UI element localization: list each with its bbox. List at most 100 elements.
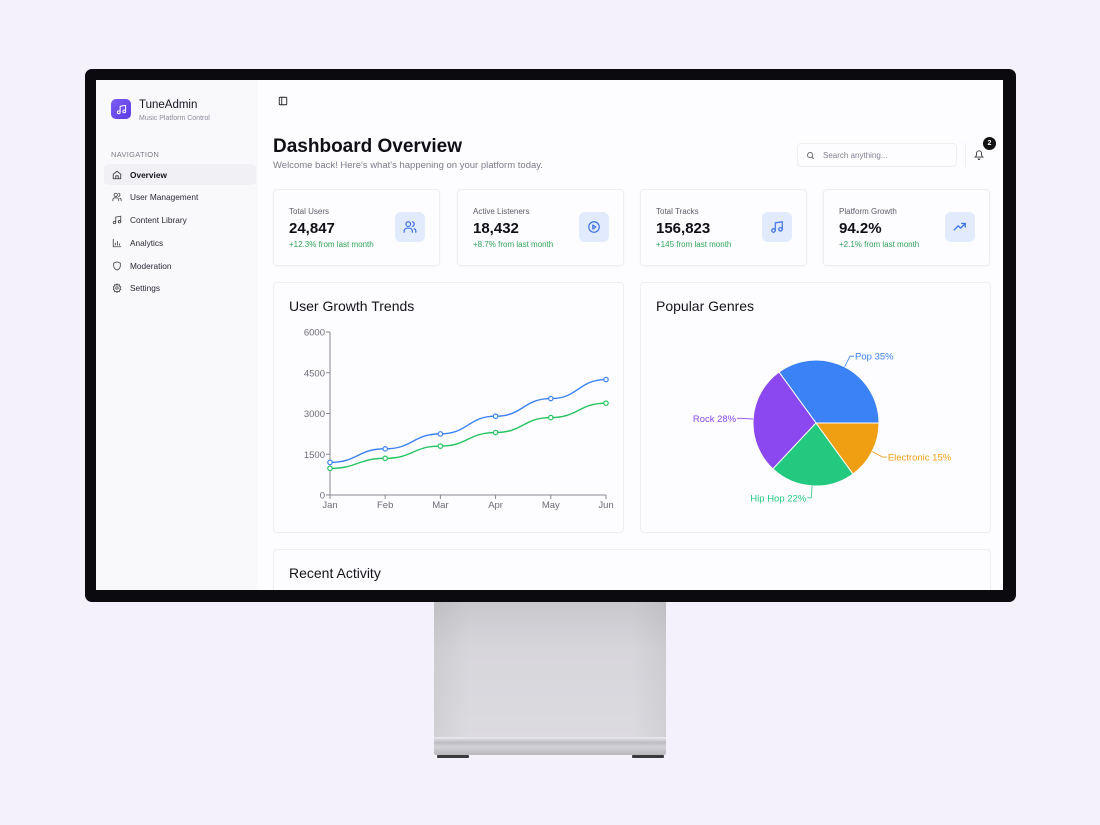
music-icon [112, 215, 122, 225]
sidebar-nav: Overview User Management Content Library… [104, 164, 256, 301]
recent-activity-card: Recent Activity [273, 549, 991, 590]
app-subtitle: Music Platform Control [139, 115, 210, 122]
sidebar-item-label: Overview [130, 169, 167, 180]
sidebar-item-content-library[interactable]: Content Library [104, 210, 256, 231]
svg-text:Jun: Jun [598, 500, 613, 511]
data-point[interactable] [382, 455, 389, 462]
app-screen: TuneAdmin Music Platform Control NAVIGAT… [96, 80, 1003, 590]
pie-slice-rock[interactable]: Rock 28% [693, 371, 817, 470]
bar-chart-icon [112, 238, 122, 248]
svg-text:1500: 1500 [304, 450, 325, 461]
user-growth-line-chart: 0 1500 3000 4500 6000 Jan Feb Mar Apr May Jun [304, 328, 614, 512]
sidebar-item-overview[interactable]: Overview [104, 164, 256, 185]
svg-text:Jan: Jan [322, 500, 337, 511]
stat-delta: +2.1% from last month [839, 240, 920, 249]
data-point[interactable] [492, 429, 499, 436]
pie-slice-pop[interactable]: Pop 35% [778, 352, 894, 424]
sidebar-item-analytics[interactable]: Analytics [104, 232, 256, 253]
svg-text:Hip Hop 22%: Hip Hop 22% [750, 493, 807, 504]
sidebar-item-label: Settings [130, 283, 160, 294]
users-icon [395, 212, 425, 242]
data-point[interactable] [603, 400, 609, 406]
data-point[interactable] [603, 376, 609, 383]
card-title: User Growth Trends [289, 298, 415, 314]
home-icon [112, 170, 122, 180]
sidebar-toggle-button[interactable] [277, 95, 289, 107]
bell-icon [973, 150, 984, 160]
data-point[interactable] [327, 459, 333, 466]
nav-section-label: NAVIGATION [111, 150, 160, 159]
svg-text:0: 0 [320, 491, 325, 502]
monitor-stand-base [434, 737, 666, 755]
svg-text:Rock 28%: Rock 28% [693, 414, 737, 425]
stat-delta: +145 from last month [656, 240, 732, 249]
data-point[interactable] [547, 414, 554, 421]
monitor-foot-right [632, 755, 664, 758]
music-note-icon [111, 99, 131, 119]
monitor-stand [434, 602, 666, 740]
user-growth-card: User Growth Trends 0 1500 3000 4500 6000 Jan F… [273, 282, 624, 533]
notifications-button[interactable] [965, 143, 991, 167]
data-point[interactable] [327, 465, 333, 472]
search-icon [807, 151, 814, 159]
sidebar-item-label: Analytics [130, 237, 164, 248]
panel-left-icon [278, 96, 288, 106]
stat-value: 156,823 [656, 220, 711, 237]
svg-text:Feb: Feb [377, 500, 393, 511]
trending-up-icon [945, 212, 975, 242]
monitor-foot-left [437, 755, 469, 758]
sidebar-item-label: User Management [130, 192, 199, 203]
shield-icon [112, 261, 122, 271]
sidebar-item-user-management[interactable]: User Management [104, 187, 256, 208]
search-box[interactable] [797, 143, 957, 167]
sidebar-item-settings[interactable]: Settings [104, 278, 256, 299]
stat-label: Platform Growth [839, 207, 897, 216]
svg-text:Apr: Apr [488, 500, 503, 511]
stat-delta: +8.7% from last month [473, 240, 554, 249]
line-series-1 [327, 376, 609, 466]
svg-text:May: May [542, 500, 560, 511]
data-point[interactable] [382, 446, 389, 452]
data-point[interactable] [437, 443, 444, 449]
notification-badge: 2 [983, 137, 996, 150]
page-subtitle: Welcome back! Here's what's happening on… [273, 160, 543, 171]
sidebar-item-label: Content Library [130, 215, 187, 226]
page-title: Dashboard Overview [273, 136, 463, 157]
app-name: TuneAdmin [139, 99, 198, 111]
card-title: Popular Genres [656, 298, 755, 314]
stat-label: Total Tracks [656, 207, 699, 216]
chart-axes: 0 1500 3000 4500 6000 Jan Feb Mar Apr May Jun [304, 328, 614, 512]
popular-genres-card: Popular Genres Pop 35% Rock 28% Hip Hop 22… [640, 282, 991, 533]
svg-text:3000: 3000 [304, 409, 325, 420]
stat-card-total-tracks: Total Tracks 156,823 +145 from last mont… [640, 189, 807, 266]
svg-text:6000: 6000 [304, 328, 325, 339]
main-content: Dashboard Overview Welcome back! Here's … [258, 80, 1003, 590]
sidebar-item-moderation[interactable]: Moderation [104, 255, 256, 276]
svg-text:4500: 4500 [304, 368, 325, 379]
stat-card-platform-growth: Platform Growth 94.2% +2.1% from last mo… [823, 189, 990, 266]
line-series-2 [327, 400, 609, 472]
stat-delta: +12.3% from last month [289, 240, 374, 249]
brand[interactable]: TuneAdmin Music Platform Control [111, 99, 210, 122]
stat-label: Total Users [289, 207, 330, 216]
music-icon [762, 212, 792, 242]
svg-text:Pop 35%: Pop 35% [855, 352, 894, 363]
data-point[interactable] [492, 413, 499, 420]
stat-card-total-users: Total Users 24,847 +12.3% from last mont… [273, 189, 440, 266]
popular-genres-pie-chart: Pop 35% Rock 28% Hip Hop 22% Electronic 15% [693, 352, 952, 505]
pie-slice-hip-hop[interactable]: Hip Hop 22% [750, 422, 854, 504]
search-input[interactable] [823, 150, 943, 160]
pie-slice-electronic[interactable]: Electronic 15% [815, 422, 952, 475]
stat-value: 24,847 [289, 220, 335, 237]
data-point[interactable] [437, 431, 444, 437]
stat-label: Active Listeners [473, 207, 530, 216]
svg-text:Mar: Mar [432, 500, 448, 511]
users-icon [112, 192, 122, 202]
play-circle-icon [579, 212, 609, 242]
card-title: Recent Activity [289, 565, 381, 581]
sidebar: TuneAdmin Music Platform Control NAVIGAT… [96, 80, 258, 590]
stat-value: 18,432 [473, 220, 519, 237]
stat-card-active-listeners: Active Listeners 18,432 +8.7% from last … [457, 189, 624, 266]
stat-value: 94.2% [839, 220, 882, 237]
data-point[interactable] [547, 395, 554, 402]
